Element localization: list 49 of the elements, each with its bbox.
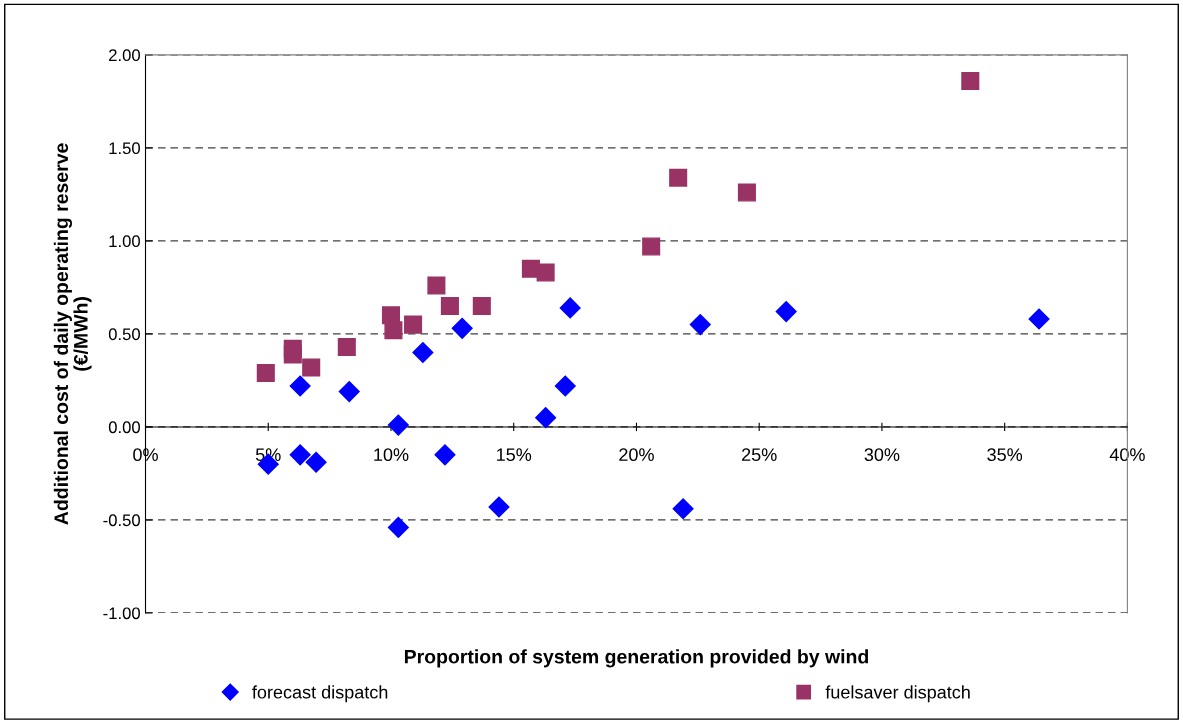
x-tick-label: 20% (619, 448, 654, 462)
point (384, 321, 403, 340)
x-axis-title: Proportion of system generation provided by wind (404, 649, 869, 668)
x-tick-label: 10% (374, 448, 409, 462)
y-tick-label: 1.50 (109, 142, 140, 155)
x-tick-label: 25% (742, 448, 777, 462)
y-tick-label: 2.00 (109, 49, 140, 62)
point (256, 363, 275, 383)
point (669, 168, 688, 187)
point (689, 314, 711, 336)
point (289, 444, 311, 466)
point (488, 496, 510, 518)
point (337, 337, 356, 356)
point (554, 375, 576, 397)
y-tick-label: -0.50 (103, 514, 140, 527)
point (961, 71, 980, 90)
point (440, 296, 459, 316)
x-tick-label: 40% (1109, 448, 1145, 462)
point (672, 498, 694, 520)
point (737, 183, 756, 202)
point (338, 381, 360, 403)
y-tick-label: 0.50 (108, 328, 140, 341)
y-tick-label: 1.00 (109, 235, 140, 248)
point (305, 451, 327, 473)
y-tick-label: -1.00 (103, 607, 140, 620)
point (387, 516, 409, 538)
point (412, 342, 434, 364)
point (775, 301, 797, 323)
point (472, 296, 491, 316)
point (535, 407, 557, 429)
point (536, 263, 555, 282)
point (289, 375, 311, 397)
point (427, 276, 446, 295)
point (642, 237, 661, 256)
y-tick-label: 0.00 (108, 421, 140, 434)
point (283, 345, 302, 364)
legend-label: forecast dispatch (252, 685, 388, 703)
point (559, 297, 581, 319)
point (302, 358, 321, 377)
x-tick-label: 35% (987, 448, 1023, 462)
y-axis-title: Additional cost of daily operating reserve (€/MWh) (53, 143, 92, 525)
point (387, 414, 409, 436)
point (434, 444, 456, 466)
point (451, 317, 473, 339)
x-tick-label: 15% (497, 448, 532, 462)
x-tick-label: 30% (864, 448, 900, 462)
point (1028, 308, 1050, 330)
point (404, 315, 423, 334)
legend-label: fuelsaver dispatch (825, 685, 970, 703)
